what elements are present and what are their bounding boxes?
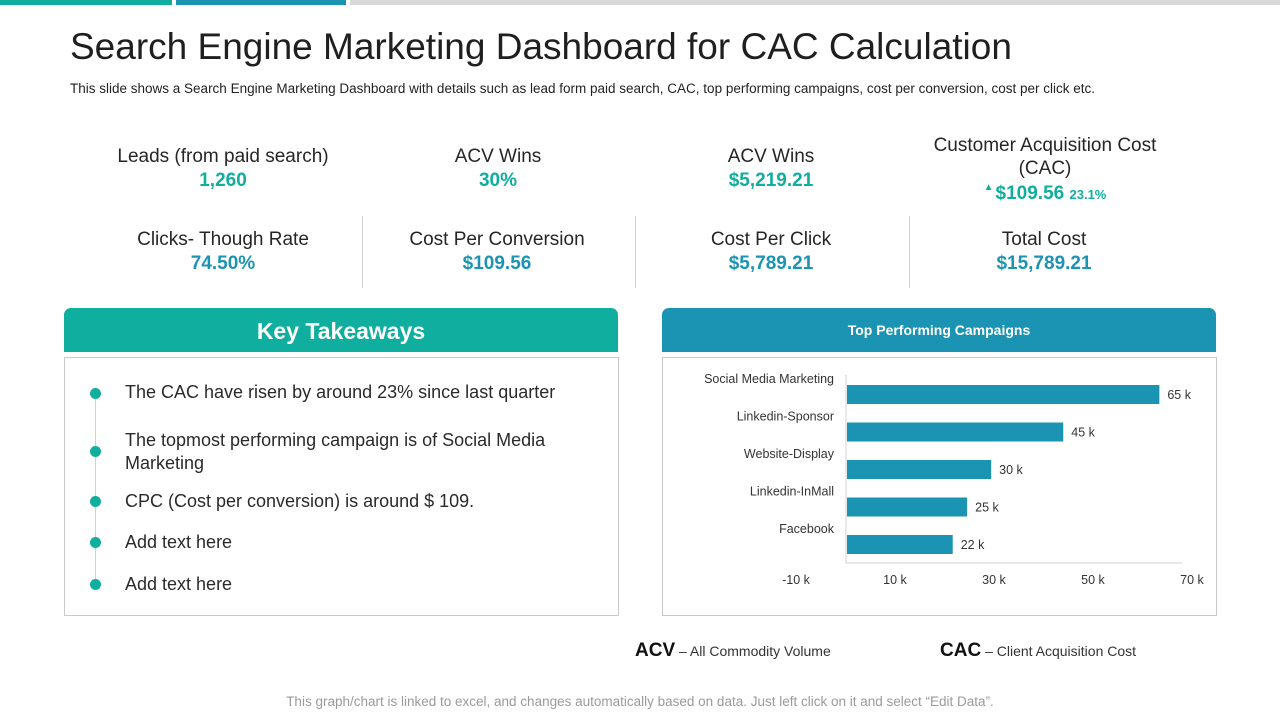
bar <box>847 460 992 479</box>
kpi-acv-wins-amount: ACV Wins $5,219.21 <box>671 145 871 194</box>
data-label: 25 k <box>975 501 999 515</box>
kpi-cost-per-click: Cost Per Click $5,789.21 <box>660 228 882 277</box>
kpi-label: Clicks- Though Rate <box>137 229 309 250</box>
x-tick-label: -10 k <box>782 573 811 587</box>
x-tick-label: 30 k <box>982 573 1006 587</box>
key-takeaways-header: Key Takeaways <box>64 308 618 352</box>
bullet-dot <box>90 537 101 548</box>
takeaway-item: The CAC have risen by around 23% since l… <box>125 382 556 402</box>
kpi-value: $5,789.21 <box>728 253 814 274</box>
kpi-cac: Customer Acquisition Cost (CAC) ▲ $109.56… <box>915 134 1175 210</box>
cac-abbreviation: CAC – Client Acquisition Cost <box>940 640 1136 662</box>
kpi-value-row: ▲ $109.56 23.1% <box>915 181 1175 210</box>
takeaway-item: Add text here <box>125 574 233 594</box>
top-accent-bar-teal <box>0 0 172 5</box>
abbr-desc: – All Commodity Volume <box>679 643 831 659</box>
kpi-value: $109.56 <box>462 253 532 274</box>
x-tick-label: 10 k <box>883 573 907 587</box>
takeaway-item: The topmost performing campaign is of So… <box>125 430 546 473</box>
bar <box>847 385 1160 404</box>
kpi-cost-per-conversion: Cost Per Conversion $109.56 <box>386 228 608 277</box>
acv-abbreviation: ACV – All Commodity Volume <box>635 640 831 662</box>
kpi-value: 74.50% <box>190 253 256 274</box>
category-label: Website-Display <box>744 447 835 461</box>
top-accent-bar-blue <box>176 0 346 5</box>
abbr-label: CAC <box>940 640 982 661</box>
kpi-change: 23.1% <box>1069 187 1107 202</box>
data-label: 65 k <box>1167 388 1191 402</box>
kpi-label: Customer Acquisition Cost <box>933 135 1157 156</box>
kpi-acv-wins-percent: ACV Wins 30% <box>398 145 598 194</box>
category-label: Linkedin-InMall <box>750 485 834 499</box>
bullet-dot <box>90 446 101 457</box>
abbr-label: ACV <box>635 640 676 661</box>
kpi-divider <box>909 216 910 288</box>
bullet-dot <box>90 579 101 590</box>
bar <box>847 497 968 517</box>
bullet-dot <box>90 496 101 507</box>
kpi-value: $15,789.21 <box>996 253 1092 274</box>
campaigns-bar-chart: Social Media Marketing 65 k Linkedin-Spons… <box>704 372 1204 587</box>
kpi-label: ACV Wins <box>727 146 815 167</box>
kpi-label: ACV Wins <box>454 146 542 167</box>
kpi-label: Cost Per Click <box>710 229 832 250</box>
kpi-label: Total Cost <box>1001 229 1087 250</box>
bar <box>847 535 953 554</box>
kpi-value: 30% <box>478 170 518 191</box>
kpi-value: $109.56 <box>995 183 1065 204</box>
kpi-leads: Leads (from paid search) 1,260 <box>112 145 334 194</box>
timeline-line <box>95 392 96 584</box>
category-label: Social Media Marketing <box>704 372 834 386</box>
kpi-value: $5,219.21 <box>728 170 814 191</box>
top-accent-bar-gray <box>350 0 1280 5</box>
kpi-label-line2: (CAC) <box>1018 158 1072 179</box>
data-label: 45 k <box>1071 426 1095 440</box>
x-tick-label: 70 k <box>1180 573 1204 587</box>
abbr-desc: – Client Acquisition Cost <box>985 643 1137 659</box>
kpi-value: 1,260 <box>199 170 247 191</box>
kpi-divider <box>635 216 636 288</box>
page-subtitle: This slide shows a Search Engine Marketi… <box>70 81 1095 96</box>
top-campaigns-header: Top Performing Campaigns <box>662 308 1216 352</box>
up-arrow-icon: ▲ <box>983 182 994 193</box>
kpi-label: Leads (from paid search) <box>117 146 329 167</box>
kpi-click-through-rate: Clicks- Though Rate 74.50% <box>112 228 334 277</box>
x-tick-label: 50 k <box>1081 573 1105 587</box>
kpi-divider <box>362 216 363 288</box>
top-campaigns-panel <box>662 357 1217 616</box>
data-label: 30 k <box>999 463 1023 477</box>
kpi-total-cost: Total Cost $15,789.21 <box>933 228 1155 277</box>
bullet-dot <box>90 388 101 399</box>
takeaway-item: CPC (Cost per conversion) is around $ 10… <box>125 491 475 511</box>
takeaway-item: Add text here <box>125 532 233 552</box>
category-label: Facebook <box>779 522 835 536</box>
bar <box>847 422 1064 442</box>
key-takeaways-panel <box>64 357 619 616</box>
page-title: Search Engine Marketing Dashboard for CA… <box>70 26 1012 67</box>
data-label: 22 k <box>961 538 985 552</box>
kpi-label: Cost Per Conversion <box>409 229 585 250</box>
footer-note: This graph/chart is linked to excel, and… <box>286 694 994 709</box>
category-label: Linkedin-Sponsor <box>737 410 834 424</box>
